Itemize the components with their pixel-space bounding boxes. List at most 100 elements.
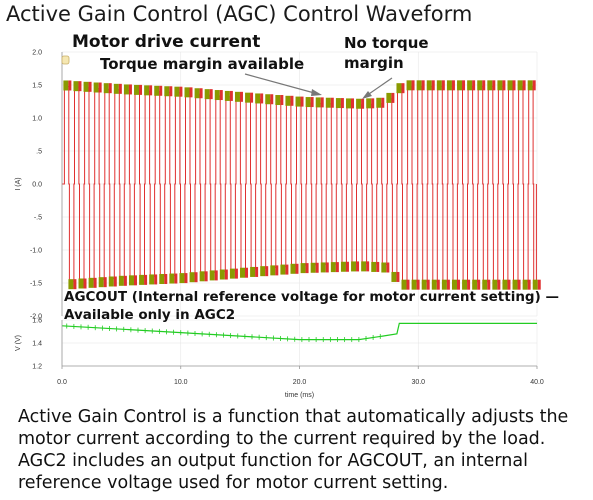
current-peak-mark — [366, 98, 372, 109]
current-peak-mark — [451, 80, 455, 91]
current-peak-mark — [472, 80, 476, 91]
marker-icon — [61, 55, 70, 65]
current-peak-mark — [441, 80, 445, 91]
current-peak-mark — [139, 84, 143, 95]
current-peak-mark — [78, 278, 84, 289]
current-peak-mark — [411, 80, 415, 91]
time-tick-label: 20.0 — [293, 379, 307, 386]
time-tick-label: 30.0 — [411, 379, 425, 386]
current-peak-mark — [320, 262, 326, 273]
current-peak-mark — [396, 83, 402, 94]
current-peak-mark — [446, 279, 450, 290]
annotation-motor-drive: Motor drive current — [72, 32, 261, 52]
current-peak-mark — [245, 267, 249, 278]
current-peak-mark — [340, 261, 346, 272]
current-peak-mark — [351, 261, 357, 272]
current-peak-mark — [537, 279, 541, 290]
current-peak-mark — [154, 85, 160, 96]
current-peak-mark — [330, 262, 336, 273]
current-peak-mark — [381, 97, 385, 108]
current-peak-mark — [376, 97, 382, 108]
current-peak-mark — [502, 80, 506, 91]
current-peak-mark — [128, 275, 134, 286]
current-peak-mark — [179, 86, 183, 97]
annotation-agcout: AGCOUT (Internal reference voltage for m… — [64, 289, 559, 323]
current-peak-mark — [335, 98, 341, 109]
agcout-y-axis-label: V (V) — [15, 335, 22, 351]
current-peak-mark — [184, 87, 190, 98]
current-peak-mark — [265, 94, 271, 105]
current-peak-mark — [159, 273, 165, 284]
current-peak-mark — [270, 94, 274, 105]
current-peak-mark — [527, 80, 533, 91]
current-peak-mark — [133, 275, 137, 286]
current-peak-mark — [295, 263, 299, 274]
current-peak-mark — [123, 275, 127, 286]
current-peak-mark — [234, 268, 238, 279]
current-peak-mark — [103, 83, 109, 94]
current-peak-mark — [169, 273, 175, 284]
current-peak-mark — [234, 91, 240, 102]
current-peak-mark — [406, 80, 412, 91]
current-peak-mark — [416, 80, 422, 91]
current-peak-mark — [250, 266, 256, 277]
current-peak-mark — [194, 272, 198, 283]
waveform-chart: 2.01.51.0.50.0-.5-1.0-1.5-2.0I (A) 1.61.… — [15, 50, 544, 400]
time-tick-label: 10.0 — [174, 379, 188, 386]
current-peak-mark — [149, 85, 153, 96]
current-peak-mark — [436, 80, 442, 91]
current-peak-mark — [411, 279, 417, 290]
current-peak-mark — [462, 279, 468, 290]
current-peak-mark — [340, 98, 344, 109]
time-axis: 0.0 10.0 20.0 30.0 40.0 time (ms) — [57, 365, 544, 399]
current-peak-mark — [477, 279, 481, 290]
current-peak-mark — [310, 262, 316, 273]
current-peak-mark — [310, 97, 314, 108]
current-peak-mark — [229, 90, 233, 101]
current-peak-mark — [73, 81, 79, 92]
current-peak-mark — [204, 271, 208, 282]
current-peak-mark — [83, 81, 89, 92]
current-peak-mark — [487, 279, 491, 290]
current-peak-mark — [532, 80, 536, 91]
current-peak-mark — [280, 264, 286, 275]
current-peak-mark — [426, 80, 432, 91]
agcout-tick-label: 1.6 — [32, 318, 42, 325]
current-peak-mark — [83, 278, 87, 289]
agcout-axis: 1.6 1.4 1.2 V (V) — [15, 318, 63, 371]
current-peak-mark — [305, 97, 311, 108]
current-peak-mark — [189, 272, 195, 283]
annotation-arrow-torque-margin — [244, 73, 319, 95]
current-peak-mark — [285, 95, 291, 106]
current-peak-mark — [356, 261, 360, 272]
current-peak-mark — [406, 279, 410, 290]
current-peak-mark — [356, 98, 362, 109]
current-peak-mark — [361, 261, 367, 272]
current-peak-mark — [255, 93, 261, 104]
current-peak-mark — [497, 80, 503, 91]
current-peak-mark — [219, 90, 223, 101]
current-peak-mark — [492, 279, 498, 290]
current-peak-mark — [98, 82, 102, 93]
current-tick-label: 0.0 — [32, 182, 42, 189]
current-peak-mark — [366, 261, 370, 272]
current-peak-mark — [285, 264, 289, 275]
motor-current-trace — [62, 80, 541, 290]
current-peak-mark — [456, 279, 460, 290]
agcout-gridlines — [61, 319, 538, 367]
current-peak-mark — [239, 91, 243, 102]
current-peak-mark — [345, 261, 349, 272]
agcout-tick-label: 1.2 — [32, 364, 42, 371]
current-peak-mark — [517, 80, 523, 91]
current-peak-mark — [431, 279, 437, 290]
current-peak-mark — [320, 97, 324, 108]
current-peak-mark — [315, 97, 321, 108]
current-peak-mark — [113, 276, 117, 287]
current-peak-mark — [290, 95, 294, 106]
current-peak-mark — [346, 98, 351, 109]
current-peak-mark — [507, 279, 511, 290]
current-peak-mark — [184, 273, 188, 284]
current-peak-mark — [315, 262, 319, 273]
current-peak-mark — [401, 83, 405, 94]
current-peak-mark — [280, 95, 284, 106]
